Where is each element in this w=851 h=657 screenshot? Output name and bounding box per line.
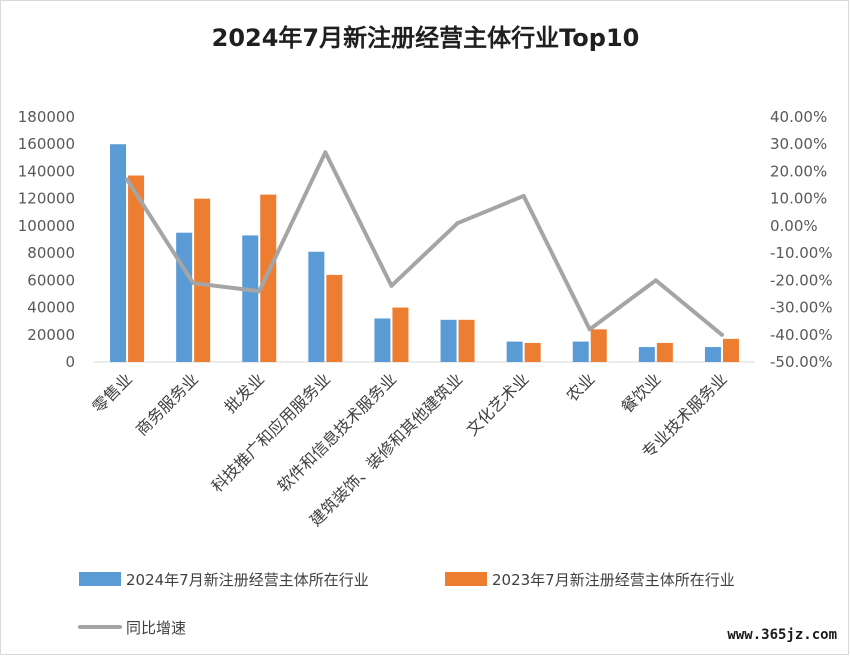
y2-axis-tick-label: 10.00%: [770, 190, 827, 208]
y2-axis-tick-label: -50.00%: [770, 353, 833, 371]
legend-label-2024: 2024年7月新注册经营主体所在行业: [126, 571, 369, 589]
bar-2023: [260, 194, 277, 362]
category-label: 批发业: [221, 369, 268, 416]
y-axis-tick-label: 80000: [27, 244, 75, 262]
y-axis-tick-label: 120000: [18, 190, 75, 208]
growth-rate-line: [125, 150, 724, 337]
y2-axis-tick-label: 40.00%: [770, 108, 827, 126]
legend-label-2023: 2023年7月新注册经营主体所在行业: [492, 571, 735, 589]
growth-rate-point: [257, 289, 262, 294]
category-label: 农业: [563, 369, 599, 405]
category-label: 商务服务业: [132, 369, 202, 439]
growth-rate-point: [521, 193, 526, 198]
category-label: 零售业: [88, 369, 135, 416]
y-axis-tick-label: 60000: [27, 271, 75, 289]
legend-swatch-2024: [79, 572, 121, 586]
bar-2024: [572, 341, 589, 362]
y2-axis-tick-label: 0.00%: [770, 217, 818, 235]
bar-2024: [308, 251, 325, 362]
bar-2023: [722, 338, 739, 362]
growth-rate-point: [719, 332, 724, 337]
y-axis-tick-label: 0: [65, 353, 75, 371]
bar-2023: [194, 198, 211, 362]
bar-2024: [176, 232, 193, 362]
bar-2023: [590, 329, 607, 362]
growth-rate-point: [191, 281, 196, 286]
bar-2024: [704, 347, 721, 362]
chart-title: 2024年7月新注册经营主体行业Top10: [211, 24, 640, 52]
growth-rate-point: [587, 327, 592, 332]
growth-rate-point: [653, 278, 658, 283]
y-axis-tick-label: 140000: [18, 162, 75, 180]
y-axis-tick-label: 160000: [18, 135, 75, 153]
growth-rate-point: [455, 221, 460, 226]
bar-2023: [656, 342, 673, 362]
category-label: 软件和信息技术服务业: [274, 369, 401, 496]
legend-label-growth: 同比增速: [126, 619, 186, 637]
bar-2024: [638, 347, 655, 362]
bar-2023: [326, 274, 343, 362]
category-label: 餐饮业: [617, 369, 664, 416]
watermark: www.365jz.com: [727, 627, 837, 643]
bar-2023: [458, 319, 475, 362]
legend-swatch-2023: [445, 572, 487, 586]
bar-2024: [242, 235, 259, 362]
bar-2023: [392, 307, 409, 362]
y2-axis-tick-label: -10.00%: [770, 244, 833, 262]
bar-2024: [506, 341, 523, 362]
growth-rate-point: [125, 177, 130, 182]
y-axis-tick-label: 40000: [27, 299, 75, 317]
y-axis-tick-label: 100000: [18, 217, 75, 235]
growth-rate-point: [323, 150, 328, 155]
category-label: 科技推广和应用服务业: [208, 369, 335, 496]
y2-axis-tick-label: 20.00%: [770, 162, 827, 180]
y2-axis-tick-label: 30.00%: [770, 135, 827, 153]
y-axis-tick-label: 20000: [27, 326, 75, 344]
y2-axis-tick-label: -30.00%: [770, 299, 833, 317]
bar-2023: [128, 175, 145, 362]
bar-2024: [374, 318, 391, 362]
bar-2024: [110, 144, 127, 362]
bar-2024: [440, 319, 457, 362]
y-axis-tick-label: 180000: [18, 108, 75, 126]
category-label: 文化艺术业: [462, 369, 532, 439]
y2-axis-tick-label: -40.00%: [770, 326, 833, 344]
growth-rate-point: [389, 283, 394, 288]
bar-2023: [524, 342, 541, 362]
y2-axis-tick-label: -20.00%: [770, 271, 833, 289]
